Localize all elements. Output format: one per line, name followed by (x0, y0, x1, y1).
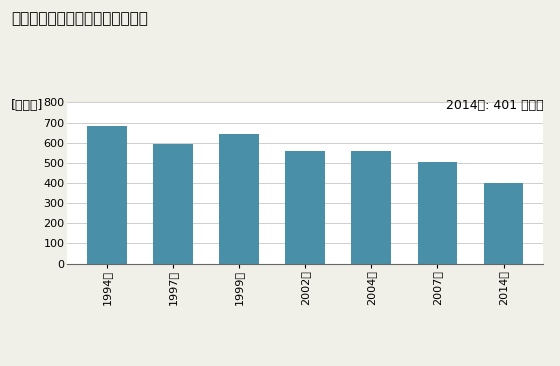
Bar (418, 162, 458, 264)
Text: 飲食料品卸売業の事業所数の推移: 飲食料品卸売業の事業所数の推移 (11, 11, 148, 26)
Bar (484, 183, 524, 264)
Bar (153, 144, 193, 264)
Text: 2014年: 401 事業所: 2014年: 401 事業所 (446, 99, 543, 112)
Text: [事業所]: [事業所] (11, 99, 44, 112)
Bar (87, 126, 127, 264)
Bar (352, 152, 391, 264)
Bar (286, 151, 325, 264)
Bar (220, 134, 259, 264)
